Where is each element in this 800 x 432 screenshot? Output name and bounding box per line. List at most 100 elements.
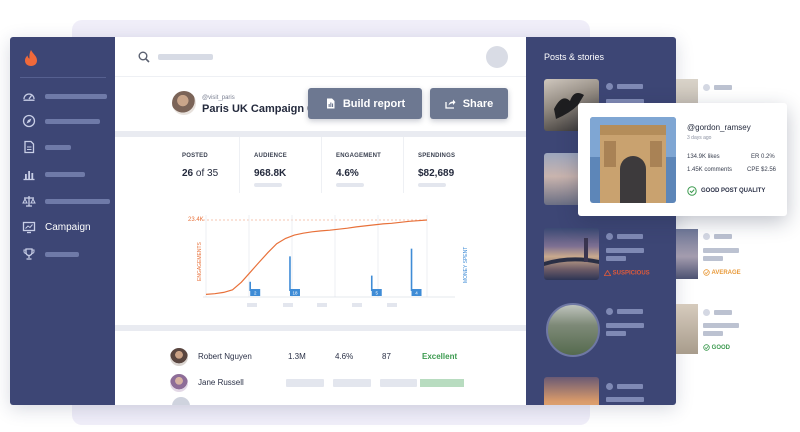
check-circle-icon bbox=[703, 344, 710, 351]
post-author-dot bbox=[606, 383, 613, 390]
outside-placeholder-line bbox=[714, 85, 732, 90]
popup-quality: GOOD POST QUALITY bbox=[687, 186, 765, 196]
post-placeholder-line bbox=[617, 234, 643, 239]
campaign-handle: @visit_paris bbox=[202, 95, 235, 101]
post-placeholder-line bbox=[606, 397, 644, 402]
sidebar-item-compare[interactable] bbox=[22, 192, 112, 210]
row-audience: 1.3M bbox=[288, 352, 306, 361]
outside-placeholder-line bbox=[703, 248, 739, 253]
status-good: GOOD bbox=[703, 344, 730, 351]
sidebar-item-documents[interactable] bbox=[22, 138, 112, 156]
outside-author-dot bbox=[703, 84, 710, 91]
row-placeholder bbox=[333, 379, 371, 387]
sidebar-divider bbox=[20, 77, 106, 78]
post-placeholder-line bbox=[606, 256, 626, 261]
search-icon[interactable] bbox=[138, 51, 150, 63]
sidebar: Campaign bbox=[10, 37, 115, 405]
row-status-bar bbox=[420, 379, 464, 387]
trophy-icon bbox=[23, 248, 35, 260]
post-placeholder-line bbox=[606, 323, 644, 328]
post-author-dot bbox=[606, 308, 613, 315]
popup-handle: @gordon_ramsey bbox=[687, 123, 751, 132]
build-report-button[interactable]: Build report bbox=[308, 88, 422, 119]
post-placeholder-line bbox=[617, 84, 643, 89]
top-bar bbox=[115, 37, 526, 77]
outside-placeholder-line bbox=[703, 331, 723, 336]
engagement-chart: 23.4K ENGAGEMENTS MONEY SPENT 2 18 5 4 bbox=[188, 215, 469, 307]
post-author-dot bbox=[606, 83, 613, 90]
post-author-dot bbox=[606, 233, 613, 240]
share-icon bbox=[445, 99, 456, 109]
sidebar-item-dashboard[interactable] bbox=[22, 87, 112, 105]
sidebar-item-analytics[interactable] bbox=[22, 165, 112, 183]
spend-marker-badge[interactable] bbox=[250, 289, 261, 296]
row-avatar bbox=[170, 348, 188, 366]
stats-row: POSTED 26 of 35 AUDIENCE 968.8K ENGAGEME… bbox=[115, 137, 526, 193]
row-name: Robert Nguyen bbox=[198, 352, 252, 361]
stat-placeholder bbox=[254, 183, 282, 187]
popup-image bbox=[590, 117, 676, 203]
chart-x-tick-placeholder bbox=[317, 303, 327, 307]
share-button[interactable]: Share bbox=[430, 88, 508, 119]
row-placeholder bbox=[286, 379, 324, 387]
status-suspicious: SUSPICIOUS bbox=[603, 269, 650, 277]
outside-author-dot bbox=[703, 309, 710, 316]
sidebar-item-placeholder bbox=[45, 198, 110, 204]
stat-placeholder bbox=[418, 183, 446, 187]
sidebar-item-label: Campaign bbox=[45, 221, 91, 233]
dashboard-icon bbox=[23, 93, 35, 101]
row-avatar bbox=[170, 374, 188, 392]
table-row[interactable]: Jane Russell bbox=[170, 373, 520, 393]
scale-icon bbox=[22, 196, 36, 207]
outside-thumbnail bbox=[676, 229, 698, 279]
stat-posted: POSTED 26 of 35 bbox=[168, 137, 239, 193]
chart-x-tick-placeholder bbox=[247, 303, 257, 307]
row-name: Jane Russell bbox=[198, 378, 244, 387]
stat-value: 26 of 35 bbox=[182, 168, 219, 179]
popup-cpe: CPE $2.56 bbox=[747, 167, 777, 173]
stat-spendings: SPENDINGS $82,689 bbox=[403, 137, 488, 193]
post-story-thumbnail[interactable] bbox=[546, 303, 600, 357]
row-avatar bbox=[172, 397, 190, 405]
sidebar-item-campaign[interactable]: Campaign bbox=[22, 218, 112, 236]
post-placeholder-line bbox=[606, 331, 626, 336]
posts-title: Posts & stories bbox=[544, 52, 605, 62]
status-average: AVERAGE bbox=[703, 269, 741, 276]
campaign-icon bbox=[22, 221, 36, 234]
post-thumbnail[interactable] bbox=[544, 377, 599, 405]
chart-max-label: 23.4K bbox=[188, 217, 204, 223]
stat-value: $82,689 bbox=[418, 168, 455, 179]
flame-icon[interactable] bbox=[23, 49, 39, 67]
outside-placeholder-line bbox=[703, 323, 739, 328]
row-engagement: 4.6% bbox=[335, 352, 354, 361]
bar-chart-icon bbox=[23, 171, 35, 181]
spend-marker-badge[interactable] bbox=[411, 289, 422, 296]
sidebar-item-awards[interactable] bbox=[22, 245, 112, 263]
spend-marker-label: 4 bbox=[415, 290, 418, 295]
campaign-avatar bbox=[172, 91, 196, 115]
warning-icon bbox=[603, 269, 612, 277]
sidebar-item-placeholder bbox=[45, 93, 107, 99]
user-avatar[interactable] bbox=[486, 46, 508, 68]
chart-y-left-label: ENGAGEMENTS bbox=[197, 241, 203, 281]
spend-marker-badge[interactable] bbox=[371, 289, 382, 296]
popup-likes: 134.9K likes bbox=[687, 154, 720, 160]
spend-marker-label: 18 bbox=[292, 290, 298, 295]
post-detail-popup[interactable]: @gordon_ramsey 3 days ago 134.9K likes E… bbox=[578, 103, 787, 216]
influencer-table: Robert Nguyen 1.3M 4.6% 87 Excellent Jan… bbox=[115, 331, 526, 405]
post-thumbnail[interactable] bbox=[544, 228, 599, 280]
post-placeholder-line bbox=[617, 309, 643, 314]
bridge-icon bbox=[544, 238, 599, 266]
sidebar-item-explore[interactable] bbox=[22, 112, 112, 130]
stat-label: AUDIENCE bbox=[254, 153, 287, 159]
search-input[interactable] bbox=[158, 54, 213, 60]
spend-marker-badge[interactable] bbox=[289, 289, 300, 296]
table-row[interactable]: Robert Nguyen 1.3M 4.6% 87 Excellent bbox=[170, 347, 520, 367]
chart-x-tick-placeholder bbox=[352, 303, 362, 307]
stat-placeholder bbox=[336, 183, 364, 187]
outside-placeholder-line bbox=[714, 310, 732, 315]
spend-marker-label: 5 bbox=[375, 290, 378, 295]
post-placeholder-line bbox=[606, 248, 644, 253]
stat-value: 4.6% bbox=[336, 168, 359, 179]
popup-comments: 1.45K comments bbox=[687, 167, 733, 173]
